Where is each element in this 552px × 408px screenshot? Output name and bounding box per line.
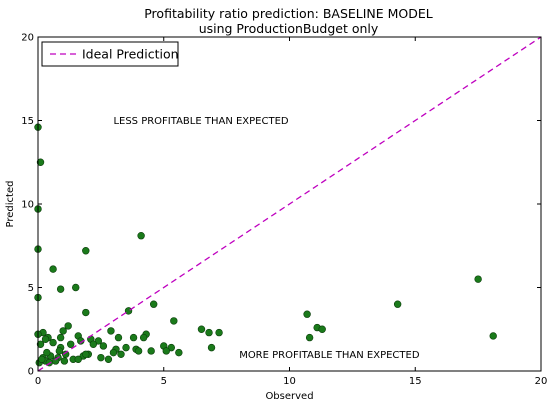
annotation-less-profitable: LESS PROFITABLE THAN EXPECTED: [113, 116, 288, 127]
ideal-prediction-line: [37, 36, 542, 372]
data-point: [38, 355, 46, 364]
x-axis-label: Observed: [265, 391, 313, 402]
y-tick-label: 10: [21, 200, 34, 211]
data-point: [82, 350, 90, 358]
data-point: [303, 310, 311, 318]
data-point: [170, 317, 178, 325]
data-point: [43, 348, 51, 357]
data-point: [124, 307, 133, 315]
data-point: [72, 283, 80, 292]
data-point: [59, 327, 67, 335]
data-point: [129, 333, 138, 342]
data-point: [215, 328, 223, 337]
data-point: [207, 343, 216, 352]
axis-ticks: 0 5 10 15 20 0 5 10 15 20: [21, 33, 547, 388]
x-tick-label: 15: [409, 376, 422, 387]
data-point: [114, 333, 123, 342]
data-point: [82, 247, 90, 255]
y-tick-label: 20: [21, 33, 34, 44]
data-point: [393, 300, 402, 308]
legend: Ideal Prediction: [41, 41, 179, 67]
x-tick-label: 5: [161, 376, 167, 387]
data-point: [82, 308, 90, 317]
annotation-more-profitable: MORE PROFITABLE THAN EXPECTED: [239, 350, 420, 361]
data-point: [41, 335, 50, 343]
data-point: [149, 300, 158, 308]
plot-frame: [37, 36, 542, 372]
data-point: [109, 348, 118, 357]
data-point: [167, 343, 175, 352]
x-tick-label: 20: [535, 376, 548, 387]
data-point: [49, 265, 57, 273]
data-point: [56, 333, 65, 342]
data-point: [99, 342, 108, 350]
data-point: [134, 347, 143, 355]
data-point: [60, 357, 69, 365]
data-point: [64, 322, 72, 330]
data-point: [162, 347, 170, 355]
y-axis-label: Predicted: [5, 181, 16, 228]
data-point: [137, 232, 145, 240]
data-point: [49, 338, 57, 347]
data-point: [122, 343, 130, 352]
y-tick-label: 5: [28, 283, 34, 294]
data-point: [205, 328, 213, 337]
x-tick-label: 10: [283, 376, 296, 387]
data-point: [94, 337, 103, 345]
data-point: [318, 325, 326, 333]
data-point: [74, 355, 82, 364]
data-point: [107, 327, 115, 335]
data-point: [139, 333, 148, 342]
data-point: [489, 332, 497, 340]
data-point: [305, 333, 314, 342]
y-tick-label: 0: [28, 367, 34, 378]
legend-ideal-label: Ideal Prediction: [82, 47, 179, 62]
data-point: [117, 350, 125, 358]
plot-area: [34, 36, 542, 372]
data-point: [97, 353, 105, 362]
x-tick-label: 0: [35, 376, 41, 387]
data-point: [55, 347, 64, 355]
data-point: [66, 340, 75, 348]
data-point: [56, 285, 65, 293]
data-point: [36, 340, 45, 348]
data-point: [175, 348, 183, 357]
data-point: [197, 325, 206, 333]
data-point: [104, 355, 113, 364]
data-point: [474, 275, 482, 283]
data-point: [89, 340, 98, 348]
chart-title: Profitability ratio prediction: BASELINE…: [144, 6, 433, 21]
chart-subtitle: using ProductionBudget only: [199, 21, 379, 36]
y-tick-label: 15: [21, 116, 34, 127]
data-point: [36, 158, 45, 166]
data-point: [147, 347, 155, 355]
